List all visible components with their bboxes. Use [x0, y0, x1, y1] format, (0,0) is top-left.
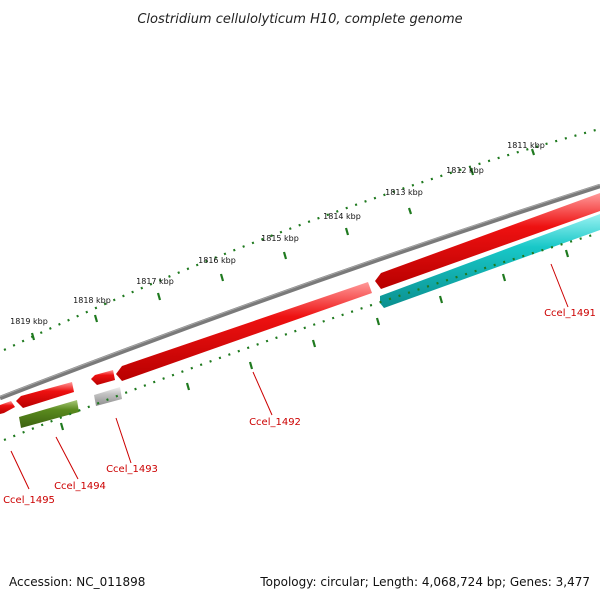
major-tick [156, 292, 162, 301]
inner-major-ticks [59, 249, 570, 431]
major-tick [219, 273, 225, 282]
gene-ccel-1495-arrow[interactable] [0, 401, 15, 414]
major-tick [185, 382, 191, 391]
scale-label: 1814 kbp [323, 212, 361, 221]
genome-backbone [0, 183, 600, 401]
gene-label-ccel-1493[interactable]: Ccel_1493 [106, 464, 158, 475]
inner-scale-ring [3, 232, 597, 442]
gene-label-ccel-1491[interactable]: Ccel_1491 [544, 308, 596, 319]
major-tick [93, 314, 99, 323]
gene-label-ccel-1494[interactable]: Ccel_1494 [54, 481, 106, 492]
gene-ccel-1494-arrow[interactable] [19, 400, 79, 428]
major-tick [501, 273, 507, 282]
map-title: Clostridium cellulolyticum H10, complete… [137, 12, 462, 27]
backbone-highlight [0, 184, 600, 397]
accession-text: Accession: NC_011898 [9, 575, 145, 589]
major-tick [282, 251, 288, 260]
major-tick [407, 207, 413, 215]
leader-ccel-1493 [115, 417, 132, 464]
major-tick [59, 422, 65, 431]
scale-label: 1811 kbp [507, 141, 545, 150]
outer-scale-ring [3, 128, 597, 351]
scale-label: 1812 kbp [446, 166, 484, 175]
major-tick [564, 249, 570, 258]
gene-ccel-1494-companion-arrow[interactable] [16, 382, 74, 408]
genome-summary-text: Topology: circular; Length: 4,068,724 bp… [259, 575, 590, 589]
scale-label: 1813 kbp [385, 188, 423, 197]
label-leaders [10, 263, 569, 490]
scale-label: 1816 kbp [198, 256, 236, 265]
leader-ccel-1494 [55, 436, 79, 480]
scale-label: 1819 kbp [10, 317, 48, 326]
major-tick [30, 332, 36, 341]
leader-ccel-1495 [10, 450, 30, 490]
gene-ccel-1492-arrow[interactable] [116, 282, 372, 381]
scale-label: 1815 kbp [261, 234, 299, 243]
scale-label: 1817 kbp [136, 277, 174, 286]
gene-ccel-1491-forward-arrow[interactable] [375, 193, 600, 289]
gene-ccel-1491-arrow[interactable] [380, 214, 600, 308]
major-tick [311, 339, 317, 348]
gene-small-forward-arrow[interactable] [91, 370, 115, 385]
outer-major-ticks [30, 148, 536, 341]
leader-ccel-1491 [550, 263, 569, 308]
gene-label-ccel-1492[interactable]: Ccel_1492 [249, 417, 301, 428]
major-tick [248, 361, 254, 370]
major-tick [469, 167, 475, 176]
gene-ccel-1493-arrow[interactable] [94, 387, 122, 406]
scale-labels: 1811 kbp 1812 kbp 1813 kbp 1814 kbp 1815… [10, 141, 545, 326]
scale-label: 1818 kbp [73, 296, 111, 305]
leader-ccel-1492 [252, 371, 273, 416]
major-tick [530, 148, 536, 156]
major-tick [375, 317, 381, 326]
major-tick [344, 227, 350, 236]
major-tick [438, 295, 444, 304]
gene-label-ccel-1495[interactable]: Ccel_1495 [3, 495, 55, 506]
